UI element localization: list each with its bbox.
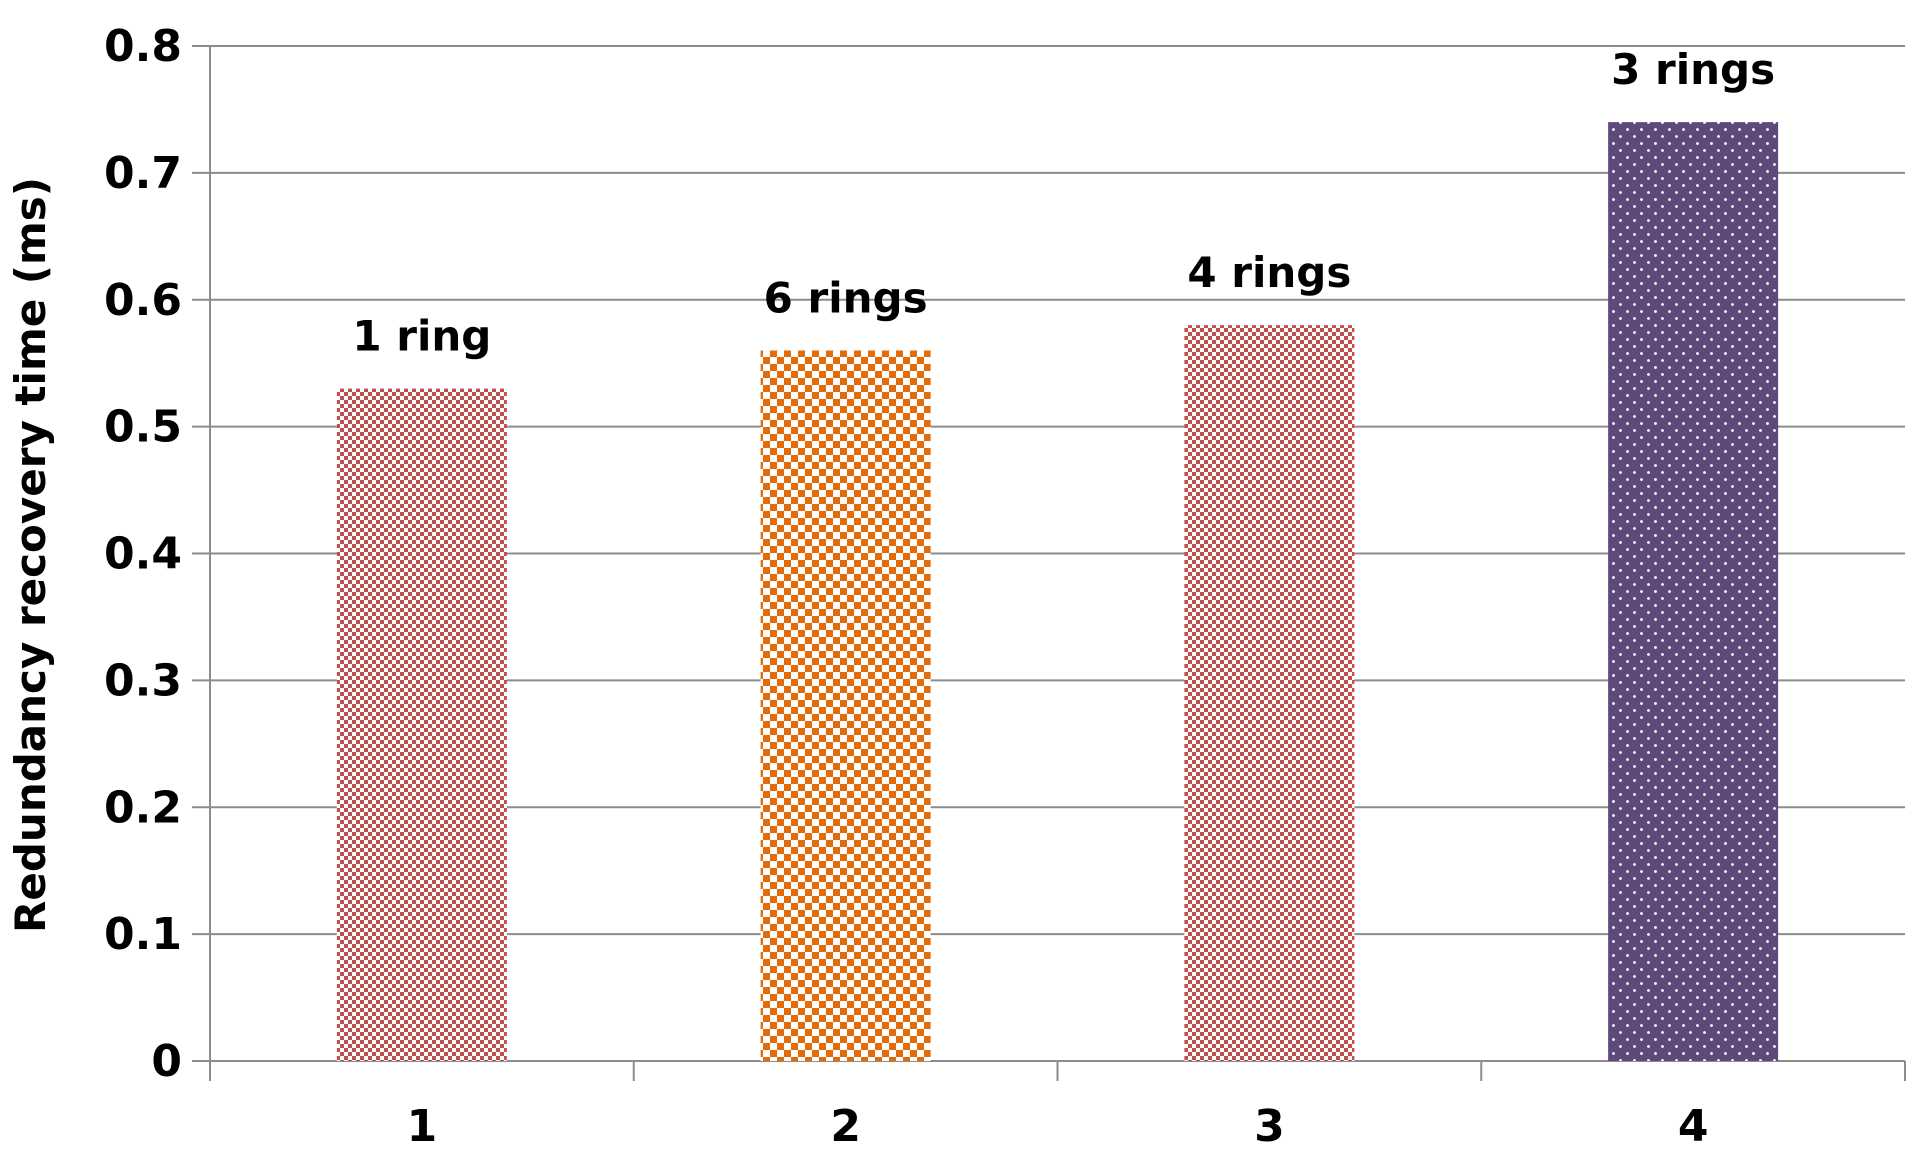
y-tick-label: 0.1 [104,909,182,960]
bar-data-label: 1 ring [352,312,491,361]
bar-data-label: 3 rings [1611,45,1775,94]
x-tick-label: 2 [830,1101,861,1152]
labels: 0 0.1 0.2 0.3 0.4 0.5 0.6 0.7 0.8 1 ring 1 6 rings 2… [104,21,1775,1152]
bar-data-label: 6 rings [764,274,928,323]
bar-2 [760,350,931,1061]
y-tick-label: 0.7 [104,148,182,199]
bar-4 [1608,122,1779,1061]
y-tick-label: 0.2 [104,782,182,833]
x-tick-label: 1 [407,1101,438,1152]
y-tick-label: 0 [151,1036,182,1087]
x-tick-label: 3 [1254,1101,1285,1152]
y-axis-title: Redundancy recovery time (ms) [6,177,55,933]
y-tick-label: 0.3 [104,655,182,706]
y-tick-label: 0.5 [104,402,182,453]
bar-1 [336,388,507,1061]
y-tick-label: 0.4 [104,529,182,580]
bar-3 [1184,325,1355,1061]
bars [336,122,1779,1061]
y-tick-label: 0.6 [104,275,182,326]
x-tick-label: 4 [1678,1101,1709,1152]
bar-data-label: 4 rings [1187,248,1351,297]
y-tick-label: 0.8 [104,21,182,72]
